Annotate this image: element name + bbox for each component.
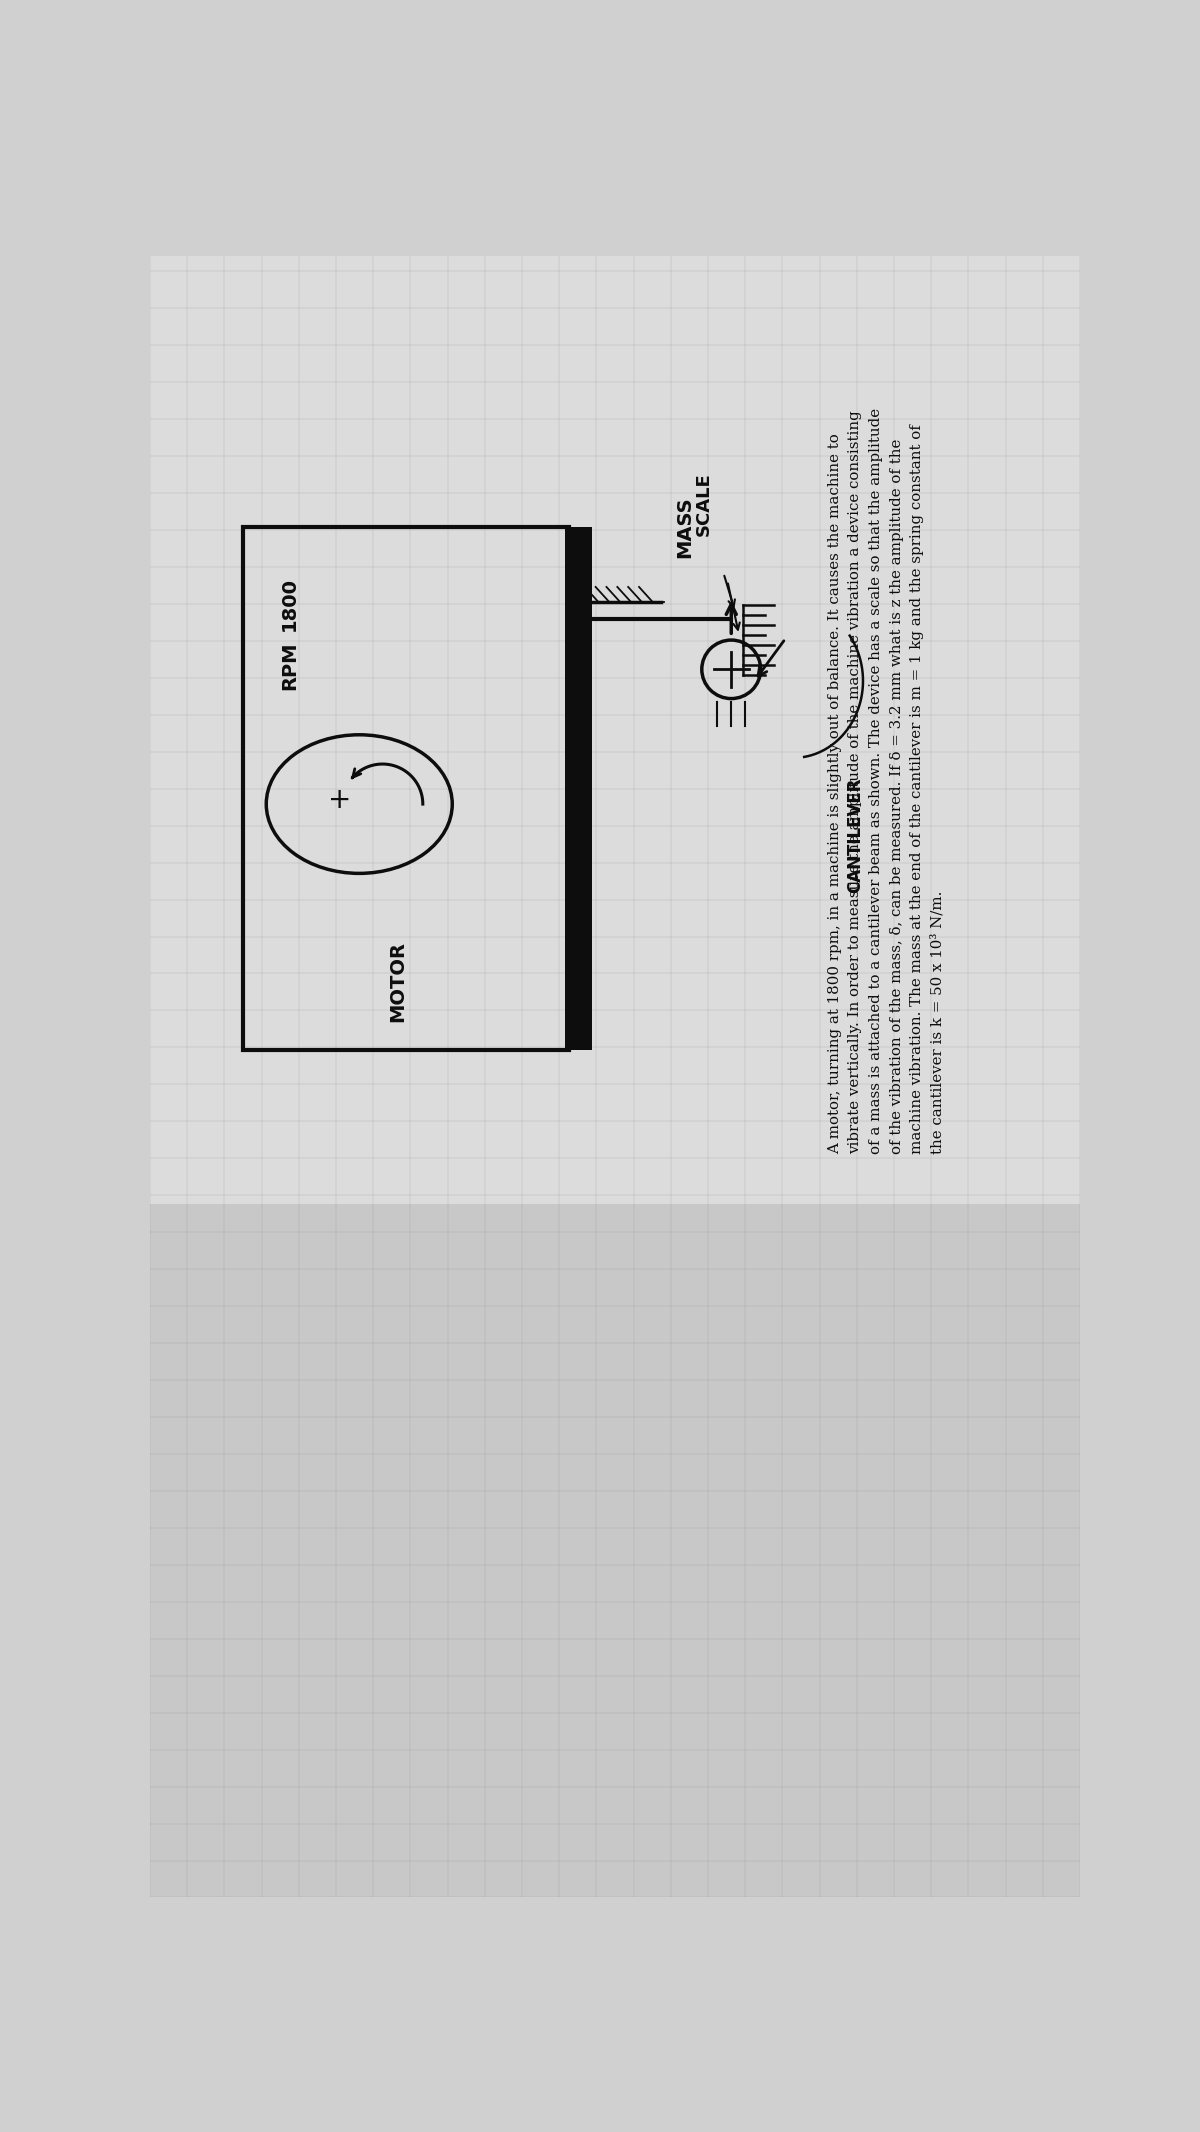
Text: MOTOR: MOTOR bbox=[389, 940, 408, 1021]
Text: 1800: 1800 bbox=[280, 578, 299, 631]
Bar bbox=[150, 256, 1080, 1205]
Bar bbox=[565, 527, 592, 1051]
Text: CANTILEVER: CANTILEVER bbox=[846, 778, 864, 893]
Text: +: + bbox=[328, 787, 352, 814]
Text: A motor, turning at 1800 rpm, in a machine is slightly out of balance. It causes: A motor, turning at 1800 rpm, in a machi… bbox=[828, 407, 944, 1153]
Text: RPM: RPM bbox=[280, 642, 299, 691]
Bar bbox=[242, 527, 569, 1051]
Text: MASS: MASS bbox=[676, 497, 695, 559]
Bar bbox=[150, 1205, 1080, 1897]
Text: SCALE: SCALE bbox=[695, 471, 713, 535]
